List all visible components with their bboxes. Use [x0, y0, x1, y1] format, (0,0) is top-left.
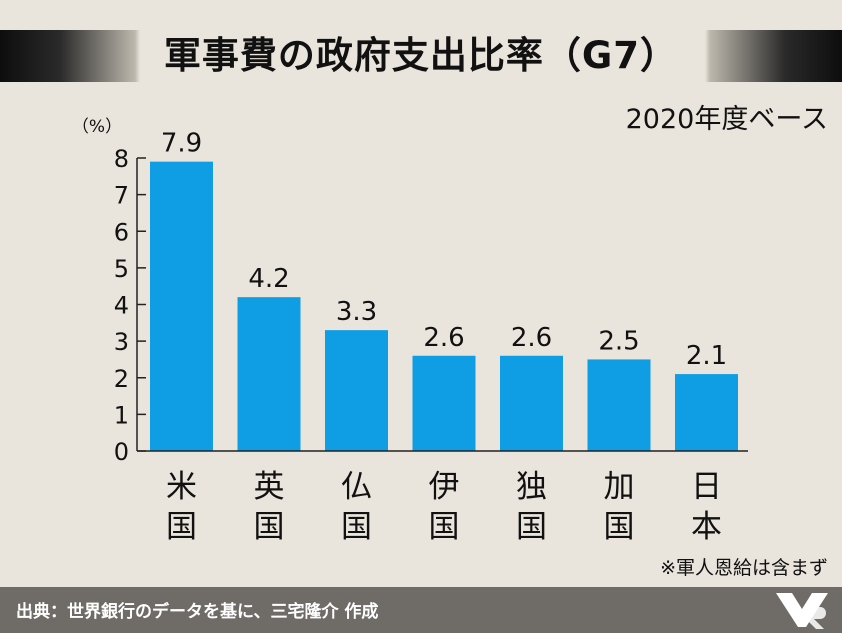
data-label: 7.9	[161, 129, 202, 159]
category-label: 仏	[341, 469, 372, 505]
chart-title: 軍事費の政府支出比率（G7）	[163, 34, 679, 77]
y-tick-label: 5	[114, 255, 129, 283]
source-bar	[0, 587, 842, 633]
title-bar	[0, 30, 842, 82]
category-label: 独	[516, 469, 547, 505]
category-label: 国	[166, 509, 197, 545]
y-tick-label: 4	[114, 292, 129, 320]
data-label: 2.6	[423, 323, 464, 353]
bar	[412, 355, 476, 451]
data-label: 3.3	[336, 297, 377, 327]
bar	[325, 330, 388, 451]
bar	[675, 374, 738, 451]
data-label: 2.1	[686, 341, 727, 371]
source-credit: 出典：世界銀行のデータを基に、三宅隆介 作成	[16, 602, 379, 622]
category-label: 加	[604, 469, 635, 505]
category-label: 日	[691, 469, 722, 505]
bar	[150, 161, 213, 451]
bar	[237, 297, 301, 451]
chart-subtitle: 2020年度ベース	[625, 104, 828, 135]
category-label: 英	[254, 469, 285, 505]
category-label: 本	[691, 509, 722, 545]
y-tick-label: 6	[114, 218, 129, 246]
publisher-logo-icon	[776, 593, 828, 629]
y-tick-label: 7	[114, 182, 129, 210]
category-label: 国	[254, 509, 285, 545]
footnote: ※軍人恩給は含まず	[660, 557, 828, 579]
y-tick-label: 3	[114, 328, 129, 356]
category-label: 国	[341, 509, 372, 545]
category-label: 米	[166, 469, 197, 505]
bar	[500, 355, 563, 451]
category-label: 国	[604, 509, 635, 545]
y-tick-label: 2	[114, 365, 129, 393]
category-label: 伊	[429, 469, 460, 505]
y-tick-label: 8	[114, 145, 129, 173]
data-label: 2.6	[511, 323, 552, 353]
y-axis-unit-label: （%）	[72, 117, 122, 137]
bar-chart: （%）0123456787.9米国4.2英国3.3仏国2.6伊国2.6独国2.5…	[72, 117, 748, 545]
bar	[587, 359, 651, 451]
category-label: 国	[516, 509, 547, 545]
data-label: 4.2	[248, 264, 289, 294]
category-label: 国	[429, 509, 460, 545]
y-tick-label: 1	[114, 401, 129, 429]
y-tick-label: 0	[114, 438, 129, 466]
data-label: 2.5	[598, 326, 639, 356]
